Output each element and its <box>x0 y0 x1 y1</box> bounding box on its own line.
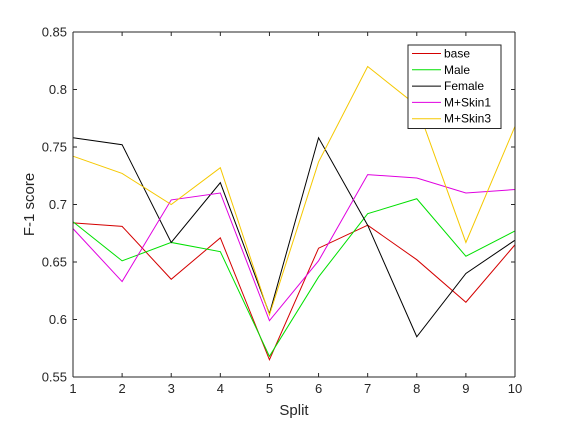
x-tick-label: 5 <box>266 381 273 396</box>
x-tick-label: 6 <box>315 381 322 396</box>
y-tick-label: 0.85 <box>42 25 67 40</box>
series-layer <box>72 65 516 362</box>
legend-label: M+Skin1 <box>444 95 491 109</box>
y-tick-label: 0.65 <box>42 255 67 270</box>
legend-box <box>407 44 502 129</box>
y-tick-label: 0.55 <box>42 370 67 385</box>
y-tick-label: 0.6 <box>49 312 67 327</box>
x-tick-label: 8 <box>413 381 420 396</box>
x-tick-label: 7 <box>364 381 371 396</box>
series-line-female <box>72 136 516 338</box>
series-line-base <box>72 222 516 362</box>
series-line-m-skin1 <box>72 174 516 322</box>
y-axis-label: F-1 score <box>21 173 38 236</box>
legend-label: base <box>444 47 470 61</box>
legend-label: Female <box>444 79 484 93</box>
axes-layer: 1 2 3 4 5 6 7 8 9 10 0.55 0.6 0.65 0.7 0.75 0.8 0.85 <box>42 25 523 397</box>
legend-label: M+Skin3 <box>444 112 491 126</box>
x-tick-label: 1 <box>69 381 76 396</box>
x-tick-label: 9 <box>462 381 469 396</box>
legend: base Male Female M+Skin1 M+Skin3 <box>407 44 502 129</box>
series-line-male <box>72 198 516 358</box>
y-tick-label: 0.7 <box>49 197 67 212</box>
x-tick-label: 4 <box>217 381 224 396</box>
y-tick-label: 0.8 <box>49 82 67 97</box>
x-axis-label: Split <box>279 402 309 419</box>
y-tick-label: 0.75 <box>42 140 67 155</box>
x-tick-label: 3 <box>168 381 175 396</box>
x-tick-label: 2 <box>118 381 125 396</box>
series-line-m-skin3 <box>72 65 516 317</box>
x-tick-label: 10 <box>508 381 522 396</box>
legend-label: Male <box>444 63 470 77</box>
